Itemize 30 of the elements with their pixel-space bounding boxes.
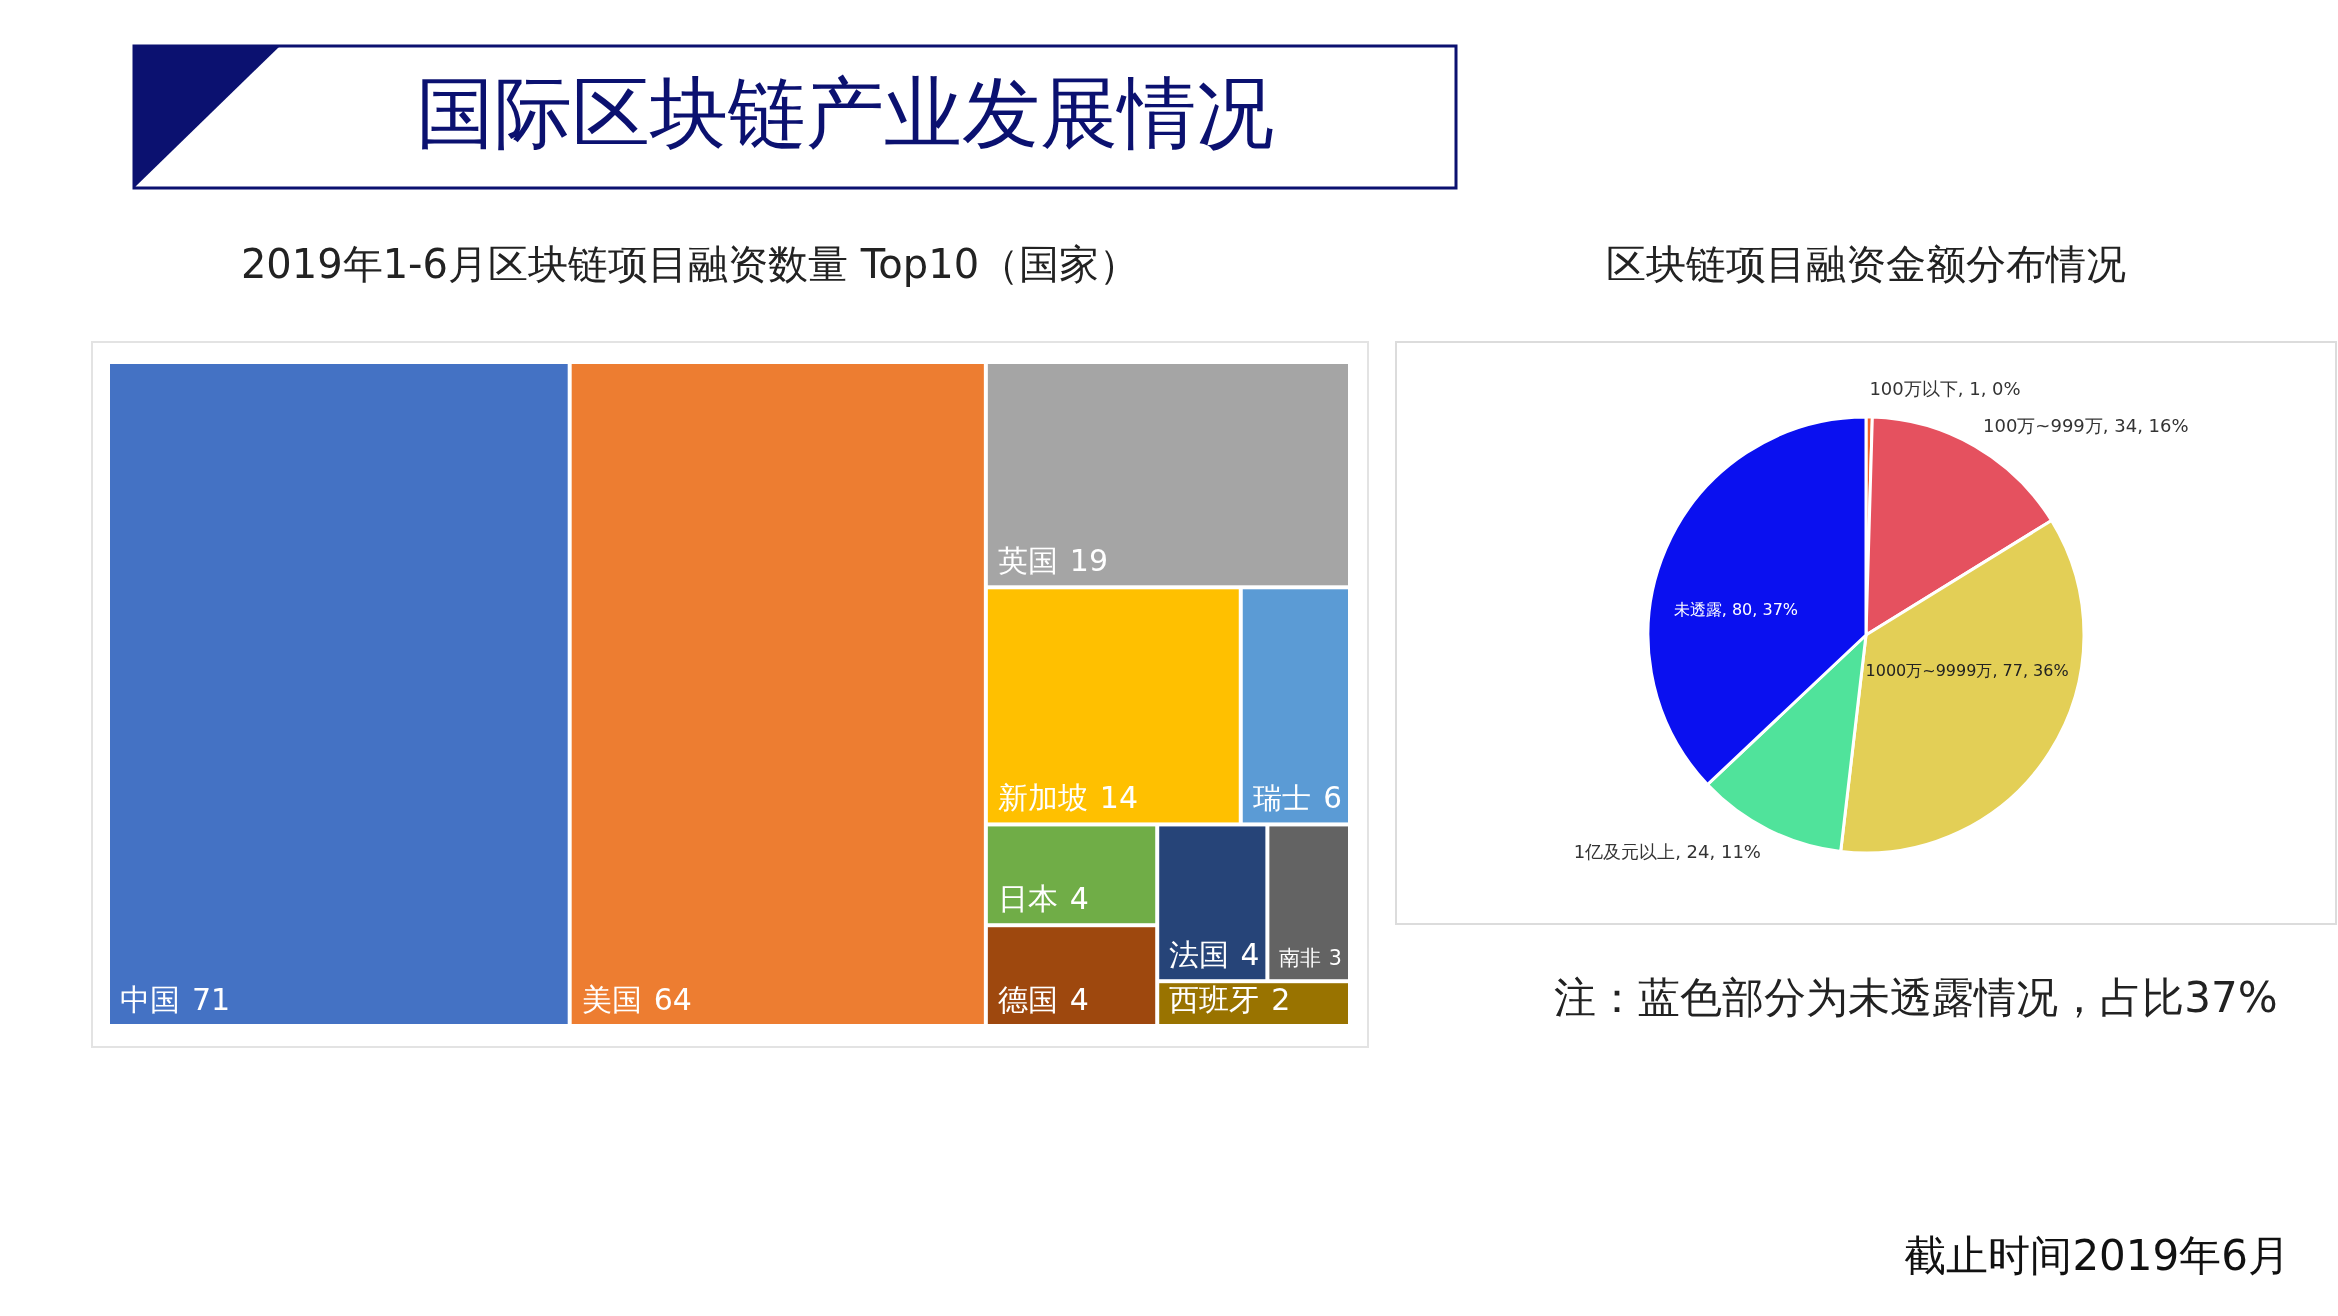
category-label: 美国 xyxy=(581,982,642,1017)
chart-title: 区块链项目融资金额分布情况 xyxy=(1606,241,2126,287)
text: 2019年1-6月区块链项目融资数量 Top10（国家） xyxy=(240,241,1140,287)
slice-label: 1亿及元以上, 24, 11% xyxy=(1573,841,1761,863)
category-label: 瑞士 xyxy=(1252,781,1311,816)
text: 注：蓝色部分为未透露情况，占比37% xyxy=(1554,973,2278,1022)
data-label: 19 xyxy=(1069,543,1109,579)
category-label: 日本 xyxy=(997,881,1058,917)
category-label: 英国 xyxy=(997,543,1058,579)
category-label: 西班牙 xyxy=(1169,982,1260,1017)
data-label: 3 xyxy=(1328,946,1342,971)
text: 国际区块链产业发展情况 xyxy=(416,68,1274,158)
category-label: 法国 xyxy=(1169,937,1230,973)
text: 截止时间2019年6月 xyxy=(1904,1231,2290,1280)
category-label: 南非 xyxy=(1279,946,1322,971)
data-label: 4 xyxy=(1069,881,1089,917)
data-label: 71 xyxy=(192,982,231,1017)
slice-label: 100万~999万, 34, 16% xyxy=(1983,415,2189,437)
category-label: 中国 xyxy=(120,982,180,1017)
data-label: 4 xyxy=(1240,937,1260,973)
category-label: 德国 xyxy=(997,982,1058,1017)
data-label: 64 xyxy=(653,982,692,1017)
slice-label: 1000万~9999万, 77, 36% xyxy=(1865,661,2069,681)
category-label: 新加坡 xyxy=(997,780,1088,816)
data-label: 2 xyxy=(1271,982,1291,1017)
data-label: 4 xyxy=(1069,982,1089,1017)
data-label: 6 xyxy=(1323,781,1342,816)
data-label: 14 xyxy=(1099,780,1139,816)
slice-label: 未透露, 80, 37% xyxy=(1673,600,1799,620)
slice-label: 100万以下, 1, 0% xyxy=(1869,378,2021,400)
